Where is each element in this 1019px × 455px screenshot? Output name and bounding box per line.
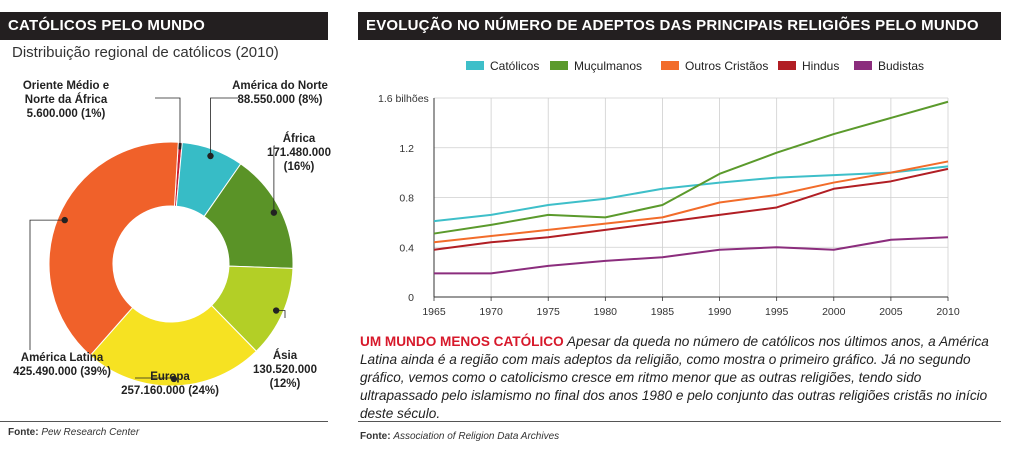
slice-value: 425.490.000 (39%) [13, 366, 111, 378]
y-tick-label: 1.2 [399, 143, 414, 155]
slice-leader-line [155, 97, 181, 147]
slice-label: América do Norte 88.550.000 (8%) [232, 80, 328, 106]
slice-name: América do Norte [232, 80, 328, 92]
slice-label: África 171.480.000 (16%) [267, 132, 331, 173]
donut-chart-subtitle: Distribuição regional de católicos (2010… [12, 44, 279, 61]
legend-item: Hindus [778, 59, 839, 73]
slice-label: Europa 257.160.000 (24%) [121, 371, 219, 397]
slice-value: 130.520.000 [253, 364, 317, 376]
donut-slice [89, 304, 258, 387]
x-tick-label: 1980 [594, 306, 618, 318]
x-tick-label: 1970 [479, 306, 503, 318]
slice-value: 88.550.000 (8%) [237, 94, 322, 106]
legend-label: Católicos [490, 59, 539, 73]
slice-leader-line [276, 310, 286, 318]
x-tick-label: 2000 [822, 306, 846, 318]
donut-slice [48, 141, 179, 357]
legend-item: Muçulmanos [550, 59, 642, 73]
slice-value: 171.480.000 [267, 147, 331, 159]
x-tick-label: 1985 [651, 306, 675, 318]
y-tick-label: 0.8 [399, 193, 414, 205]
left-source: Fonte: Pew Research Center [8, 427, 139, 438]
slice-value: 257.160.000 (24%) [121, 385, 219, 397]
slice-leader-line [135, 377, 175, 379]
legend-swatch [550, 61, 568, 70]
legend-swatch [854, 61, 872, 70]
caption-lead: UM MUNDO MENOS CATÓLICO [360, 334, 564, 349]
legend-label: Budistas [878, 59, 924, 73]
slice-name: Oriente Médio e [23, 80, 109, 92]
series-line [434, 236, 949, 275]
legend-swatch [778, 61, 796, 70]
right-source-divider [358, 421, 1001, 422]
x-tick-label: 2010 [936, 306, 960, 318]
x-tick-label: 1975 [537, 306, 561, 318]
legend-item: Budistas [854, 59, 924, 73]
x-tick-label: 1995 [765, 306, 789, 318]
slice-name: Ásia [273, 349, 298, 362]
right-source: Fonte: Association of Religion Data Arch… [360, 431, 559, 442]
y-tick-label: 1.6 bilhões [378, 93, 429, 105]
legend-label: Muçulmanos [574, 59, 642, 73]
slice-name: América Latina [21, 352, 104, 364]
right-source-label: Fonte: [360, 431, 391, 442]
donut-chart-title: CATÓLICOS PELO MUNDO [0, 12, 328, 40]
x-tick-label: 1965 [422, 306, 446, 318]
y-tick-label: 0.4 [399, 242, 414, 254]
slice-label: Ásia 130.520.000 (12%) [253, 349, 317, 390]
slice-name: África [283, 132, 316, 145]
right-source-text: Association of Religion Data Archives [393, 431, 560, 442]
slice-label: América Latina 425.490.000 (39%) [13, 352, 111, 378]
y-tick-label: 0 [408, 292, 414, 304]
caption-paragraph: UM MUNDO MENOS CATÓLICO Apesar da queda … [360, 333, 1000, 423]
series-line [433, 100, 949, 235]
legend-label: Hindus [802, 59, 839, 73]
slice-value: 5.600.000 (1%) [27, 108, 106, 120]
slice-name: Europa [150, 371, 190, 383]
slice-name: Norte da África [25, 93, 108, 106]
legend-item: Outros Cristãos [661, 59, 768, 73]
x-tick-label: 2005 [879, 306, 903, 318]
line-chart: 0 0.4 0.8 1.2 1.6 bilhões 1965 1970 1975 1980 198… [378, 59, 960, 318]
legend-label: Outros Cristãos [685, 59, 768, 73]
left-source-divider [0, 421, 328, 422]
series-line [433, 160, 949, 244]
slice-leader-line [29, 219, 65, 350]
legend-item: Católicos [466, 59, 539, 73]
series-line [433, 167, 949, 251]
slice-value-percent: (16%) [284, 161, 315, 173]
slice-value-percent: (12%) [270, 378, 301, 390]
series-line [433, 165, 949, 223]
slice-leader-line [273, 145, 275, 213]
caption-text: Apesar da queda no número de católicos n… [360, 334, 989, 421]
legend-swatch [466, 61, 484, 70]
line-chart-title: EVOLUÇÃO NO NÚMERO DE ADEPTOS DAS PRINCI… [358, 12, 1001, 40]
legend-swatch [661, 61, 679, 70]
left-source-label: Fonte: [8, 427, 39, 438]
slice-leader-line [210, 97, 238, 156]
left-source-text: Pew Research Center [41, 427, 140, 438]
x-tick-label: 1990 [708, 306, 732, 318]
